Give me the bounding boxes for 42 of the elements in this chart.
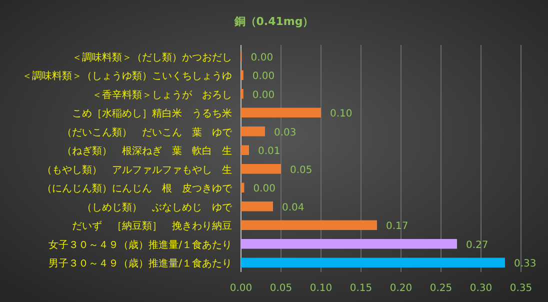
data-label: 0.17 — [386, 221, 408, 232]
y-tick-label: （にんじん類）にんじん 根 皮つきゆで — [42, 182, 233, 195]
x-tick-label: 0.00 — [230, 283, 252, 294]
y-tick-label: （ねぎ類） 根深ねぎ 葉 軟白 生 — [62, 145, 232, 158]
y-tick-label: 男子３０～４９（歳）推進量/１食あたり — [48, 258, 232, 270]
data-label: 0.10 — [330, 108, 352, 120]
x-tick-label: 0.20 — [390, 283, 412, 294]
data-label: 0.04 — [282, 202, 304, 214]
data-label: 0.03 — [274, 127, 296, 138]
y-tick-label: こめ［水稲めし］精白米 うるち米 — [72, 108, 232, 120]
bar — [241, 164, 281, 174]
y-tick-label: ＜香辛料類＞しょうが おろし — [92, 88, 232, 101]
bar — [241, 182, 244, 192]
bar — [241, 258, 505, 268]
data-label: 0.27 — [466, 240, 488, 251]
data-label: 0.01 — [258, 146, 280, 158]
data-label: 0.00 — [253, 184, 276, 195]
y-tick-label: ＜調味料類＞（だし類）かつおだし — [72, 51, 232, 64]
y-tick-label: （だいこん類） だいこん 葉 ゆで — [62, 126, 233, 138]
bar — [241, 220, 377, 230]
data-label: 0.00 — [250, 52, 274, 64]
chart-title: 銅（0.41mg） — [233, 15, 314, 28]
y-tick-label: だいず ［納豆類］ 挽きわり納豆 — [72, 220, 232, 232]
bar — [241, 202, 273, 212]
y-tick-label: 女子３０～４９（歳）推進量/１食あたり — [48, 238, 232, 251]
x-tick-label: 0.30 — [470, 283, 492, 294]
y-tick-label: （しめじ類） ぶなしめじ ゆで — [82, 201, 233, 214]
bar — [241, 108, 321, 118]
y-tick-label: ＜調味料類＞（しょうゆ類）こいくちしょうゆ — [22, 70, 232, 82]
bar — [241, 126, 265, 136]
x-tick-label: 0.15 — [350, 283, 372, 294]
data-label: 0.00 — [252, 71, 275, 82]
x-tick-label: 0.25 — [430, 283, 452, 294]
y-tick-label: （もやし類） アルファルファもやし 生 — [42, 164, 232, 176]
x-tick-label: 0.05 — [270, 283, 292, 294]
data-label: 0.05 — [290, 164, 312, 176]
data-label: 0.33 — [514, 258, 536, 270]
data-label: 0.00 — [252, 90, 275, 101]
x-tick-label: 0.10 — [310, 283, 332, 294]
x-tick-label: 0.35 — [510, 283, 532, 294]
bar — [241, 239, 457, 249]
bar — [241, 145, 249, 155]
